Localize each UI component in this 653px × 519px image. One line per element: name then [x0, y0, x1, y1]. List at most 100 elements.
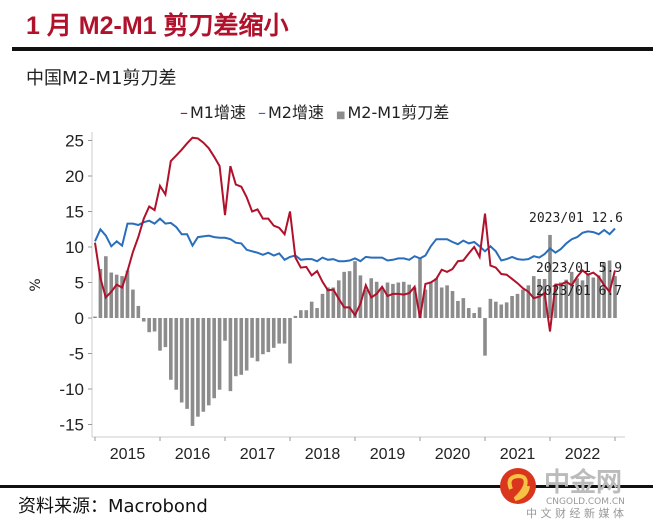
legend-item-spread: ■ M2-M1剪刀差 — [336, 99, 449, 123]
spread-bar — [299, 310, 303, 318]
source-note: 资料来源：Macrobond — [18, 496, 208, 517]
spread-bar — [439, 287, 444, 318]
spread-bar — [429, 281, 433, 318]
spread-bar — [228, 318, 233, 392]
data-annotation: 2023/01 12.6 — [529, 211, 623, 226]
legend-line-icon: – — [180, 103, 188, 122]
spread-bar — [136, 305, 141, 318]
spread-bars — [93, 234, 617, 426]
spread-bar — [472, 313, 476, 318]
x-tick-label: 2021 — [500, 446, 536, 463]
spread-bar — [174, 318, 179, 390]
spread-bar — [141, 318, 146, 322]
m1-line — [94, 136, 616, 332]
data-annotation: 2023/01 6.7 — [536, 284, 622, 299]
spread-bar — [104, 256, 108, 318]
spread-bar — [266, 318, 271, 353]
x-tick-label: 2017 — [240, 446, 276, 463]
watermark-brand: 中金网 — [544, 467, 622, 498]
spread-bar — [407, 284, 411, 318]
spread-bar — [169, 318, 173, 380]
spread-bar — [217, 318, 222, 390]
data-annotation: 2023/01 5.9 — [536, 261, 622, 276]
x-tick-label: 2016 — [175, 446, 211, 463]
spread-bar — [201, 318, 206, 412]
spread-bar — [147, 318, 151, 333]
spread-bar — [234, 318, 238, 377]
spread-bar — [320, 293, 325, 318]
chart-title: 中国M2-M1剪刀差 — [26, 68, 177, 89]
x-tick-label: 2019 — [370, 446, 406, 463]
spread-bar — [93, 316, 97, 318]
chart-legend: – M1增速 – M2增速 ■ M2-M1剪刀差 — [180, 99, 449, 123]
spread-bar — [282, 318, 287, 344]
legend-line-icon: – — [258, 103, 266, 122]
spread-bar — [537, 278, 541, 318]
spread-bar — [412, 287, 417, 318]
slide-title: 1 月 M2-M1 剪刀差缩小 — [26, 12, 289, 40]
spread-bar — [488, 298, 493, 318]
spread-bar — [510, 295, 514, 318]
spread-bar — [515, 293, 520, 318]
footer-divider — [0, 485, 653, 488]
spread-bar — [494, 301, 498, 318]
spread-bar — [364, 289, 368, 318]
y-tick-label: 5 — [75, 274, 84, 293]
spread-bar — [244, 318, 249, 371]
spread-bar — [586, 274, 590, 318]
x-tick-label: 2018 — [305, 446, 341, 463]
spread-bar — [466, 308, 471, 318]
spread-bar — [613, 276, 617, 318]
spread-bar — [152, 318, 157, 332]
spread-bar — [569, 271, 574, 318]
spread-bar — [120, 276, 124, 318]
m2-line — [94, 217, 616, 263]
spread-bar — [564, 279, 569, 318]
spread-bar — [261, 318, 265, 355]
x-tick-label: 2022 — [565, 446, 601, 463]
spread-bar — [109, 272, 114, 318]
spread-bar — [380, 288, 384, 318]
spread-bar — [288, 318, 292, 364]
spread-bar — [456, 300, 460, 318]
spread-bar — [575, 278, 579, 318]
spread-bar — [239, 318, 244, 375]
spread-bar — [255, 318, 260, 362]
spread-bar — [196, 318, 200, 417]
spread-bar — [125, 270, 130, 318]
spread-bar — [385, 282, 390, 318]
spread-bar — [391, 283, 395, 318]
spread-bar — [277, 318, 281, 344]
y-tick-label: 0 — [75, 309, 84, 328]
spread-bar — [250, 318, 254, 358]
spread-bar — [418, 258, 422, 318]
x-tick-label: 2015 — [110, 446, 146, 463]
cngold-logo-icon: 中金网 CNGOLD.COM.CN 中 文 财 经 新 媒 体 — [500, 467, 625, 519]
spread-bar — [347, 271, 352, 318]
legend-label: M2-M1剪刀差 — [347, 103, 450, 122]
spread-bar — [374, 281, 379, 318]
spread-bar — [114, 274, 119, 318]
spread-bar — [206, 318, 211, 406]
spread-bar — [548, 234, 552, 318]
spread-bar — [163, 318, 168, 348]
spread-bar — [434, 278, 439, 318]
y-tick-label: -5 — [69, 345, 84, 364]
spread-bar — [98, 269, 103, 318]
watermark: 中金网 CNGOLD.COM.CN 中 文 财 经 新 媒 体 — [496, 464, 653, 519]
spread-bar — [185, 318, 189, 409]
spread-bar — [223, 318, 227, 341]
spread-bar — [342, 271, 346, 318]
y-tick-label: 25 — [65, 132, 84, 151]
spread-bar — [483, 318, 487, 356]
spread-bar — [190, 318, 195, 426]
spread-bar — [445, 285, 449, 318]
spread-bar — [331, 287, 336, 318]
spread-bar — [526, 285, 531, 318]
spread-bar — [401, 281, 406, 318]
watermark-tagline: 中 文 财 经 新 媒 体 — [526, 506, 624, 519]
spread-bar — [271, 318, 276, 348]
spread-bar — [461, 298, 466, 318]
